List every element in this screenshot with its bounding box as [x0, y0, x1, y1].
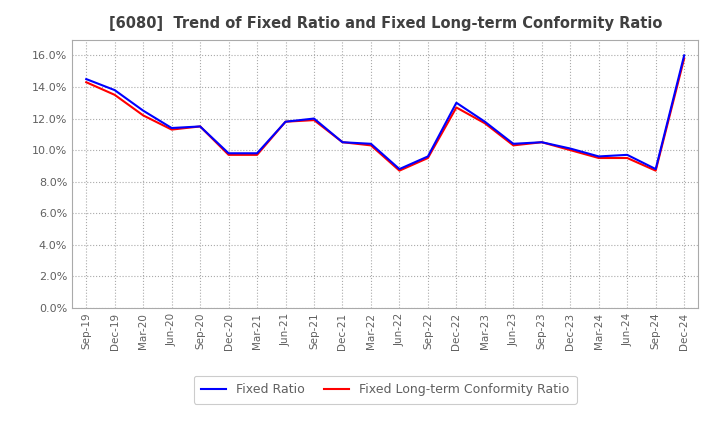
Fixed Long-term Conformity Ratio: [110, 92, 119, 98]
Fixed Long-term Conformity Ratio: [680, 56, 688, 61]
Fixed Long-term Conformity Ratio: [566, 147, 575, 153]
Title: [6080]  Trend of Fixed Ratio and Fixed Long-term Conformity Ratio: [6080] Trend of Fixed Ratio and Fixed Lo…: [109, 16, 662, 32]
Fixed Ratio: [680, 53, 688, 58]
Fixed Long-term Conformity Ratio: [623, 155, 631, 161]
Fixed Long-term Conformity Ratio: [338, 139, 347, 145]
Fixed Ratio: [253, 150, 261, 156]
Fixed Ratio: [452, 100, 461, 106]
Fixed Ratio: [480, 119, 489, 125]
Fixed Long-term Conformity Ratio: [310, 117, 318, 123]
Line: Fixed Long-term Conformity Ratio: Fixed Long-term Conformity Ratio: [86, 59, 684, 171]
Legend: Fixed Ratio, Fixed Long-term Conformity Ratio: Fixed Ratio, Fixed Long-term Conformity …: [194, 376, 577, 404]
Fixed Ratio: [652, 166, 660, 172]
Fixed Long-term Conformity Ratio: [395, 168, 404, 173]
Fixed Ratio: [196, 124, 204, 129]
Fixed Long-term Conformity Ratio: [452, 105, 461, 110]
Fixed Long-term Conformity Ratio: [480, 121, 489, 126]
Fixed Ratio: [338, 139, 347, 145]
Fixed Ratio: [537, 139, 546, 145]
Fixed Long-term Conformity Ratio: [537, 139, 546, 145]
Fixed Ratio: [225, 150, 233, 156]
Fixed Ratio: [82, 77, 91, 82]
Fixed Ratio: [423, 154, 432, 159]
Fixed Long-term Conformity Ratio: [196, 124, 204, 129]
Fixed Ratio: [395, 166, 404, 172]
Fixed Long-term Conformity Ratio: [509, 143, 518, 148]
Fixed Long-term Conformity Ratio: [282, 119, 290, 125]
Fixed Ratio: [623, 152, 631, 158]
Fixed Ratio: [566, 146, 575, 151]
Fixed Ratio: [282, 119, 290, 125]
Fixed Long-term Conformity Ratio: [225, 152, 233, 158]
Fixed Ratio: [110, 88, 119, 93]
Fixed Long-term Conformity Ratio: [366, 143, 375, 148]
Fixed Ratio: [139, 108, 148, 113]
Fixed Ratio: [509, 141, 518, 147]
Fixed Long-term Conformity Ratio: [595, 155, 603, 161]
Fixed Ratio: [595, 154, 603, 159]
Fixed Long-term Conformity Ratio: [139, 113, 148, 118]
Fixed Long-term Conformity Ratio: [167, 127, 176, 132]
Line: Fixed Ratio: Fixed Ratio: [86, 55, 684, 169]
Fixed Ratio: [167, 125, 176, 131]
Fixed Long-term Conformity Ratio: [423, 155, 432, 161]
Fixed Long-term Conformity Ratio: [82, 80, 91, 85]
Fixed Ratio: [310, 116, 318, 121]
Fixed Long-term Conformity Ratio: [652, 168, 660, 173]
Fixed Long-term Conformity Ratio: [253, 152, 261, 158]
Fixed Ratio: [366, 141, 375, 147]
